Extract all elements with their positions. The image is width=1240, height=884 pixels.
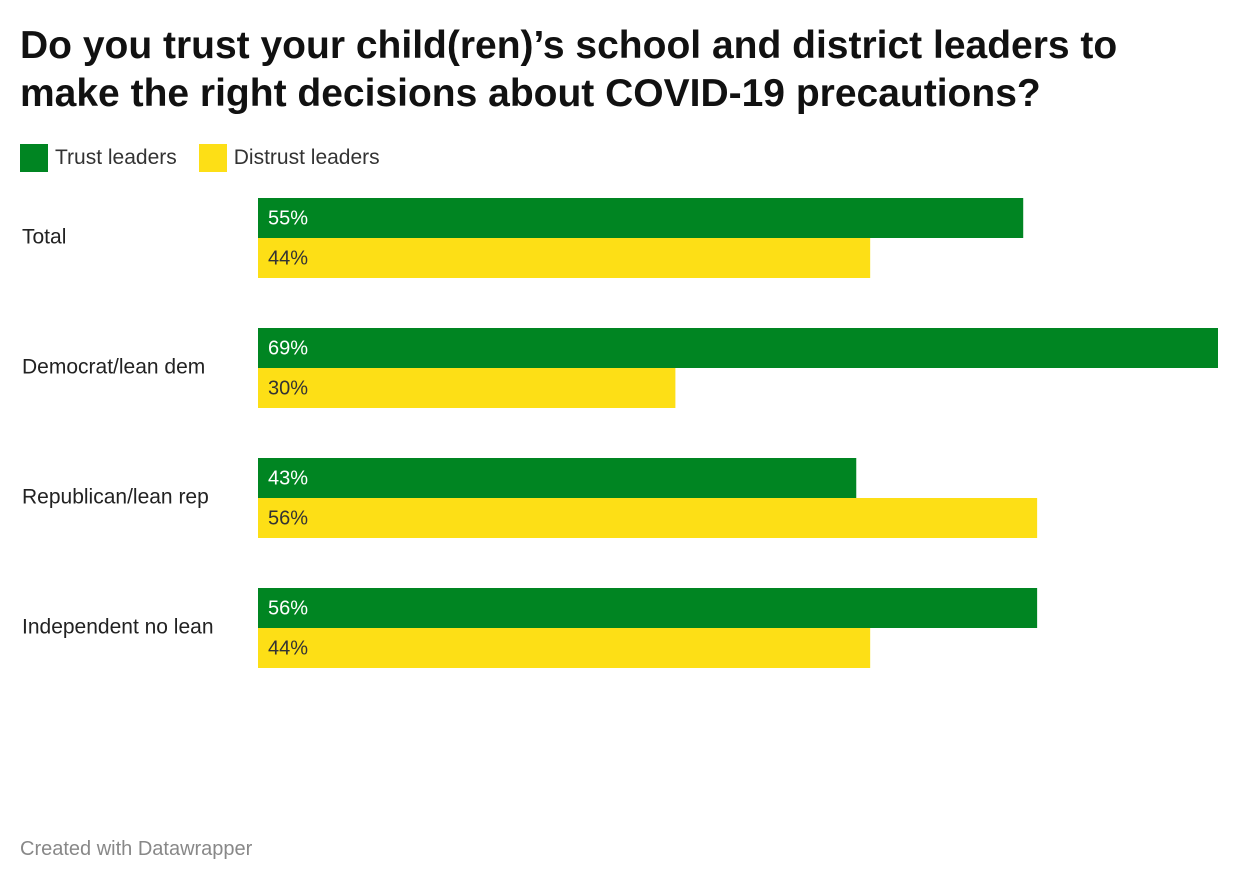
bar-distrust-leaders-total	[258, 238, 871, 278]
footer-credit: Created with Datawrapper	[20, 838, 253, 860]
bar-trust-leaders-total	[258, 198, 1024, 238]
category-label-democrat-lean-dem: Democrat/lean dem	[22, 356, 205, 379]
category-label-republican-lean-rep: Republican/lean rep	[22, 486, 209, 509]
bar-value-label-distrust-leaders-independent-no-lean: 44%	[268, 637, 308, 659]
bar-distrust-leaders-independent-no-lean	[258, 628, 871, 668]
legend-item-distrust: Distrust leaders	[198, 144, 380, 172]
bar-trust-leaders-democrat-lean-dem	[258, 328, 1218, 368]
bar-trust-leaders-republican-lean-rep	[258, 458, 857, 498]
bar-trust-leaders-independent-no-lean	[258, 588, 1038, 628]
category-label-total: Total	[22, 226, 66, 249]
legend-item-trust: Trust leaders	[20, 144, 177, 172]
legend-label-trust: Trust leaders	[55, 146, 177, 169]
bar-distrust-leaders-republican-lean-rep	[258, 498, 1038, 538]
bar-value-label-distrust-leaders-total: 44%	[268, 247, 308, 269]
chart-title: Do you trust your child(ren)’s school an…	[20, 24, 1118, 115]
bar-distrust-leaders-democrat-lean-dem	[258, 368, 676, 408]
legend-swatch-trust	[20, 144, 48, 172]
bar-value-label-trust-leaders-independent-no-lean: 56%	[268, 597, 308, 619]
bar-value-label-distrust-leaders-republican-lean-rep: 56%	[268, 507, 308, 529]
category-label-independent-no-lean: Independent no lean	[22, 616, 214, 639]
legend-swatch-distrust	[198, 144, 227, 172]
bar-value-label-distrust-leaders-democrat-lean-dem: 30%	[268, 377, 308, 399]
legend-label-distrust: Distrust leaders	[233, 146, 380, 169]
chart-legend: Trust leaders Distrust leaders	[20, 143, 402, 173]
bar-value-label-trust-leaders-democrat-lean-dem: 69%	[268, 337, 308, 359]
bar-value-label-trust-leaders-total: 55%	[268, 207, 308, 229]
bar-value-label-trust-leaders-republican-lean-rep: 43%	[268, 467, 308, 489]
